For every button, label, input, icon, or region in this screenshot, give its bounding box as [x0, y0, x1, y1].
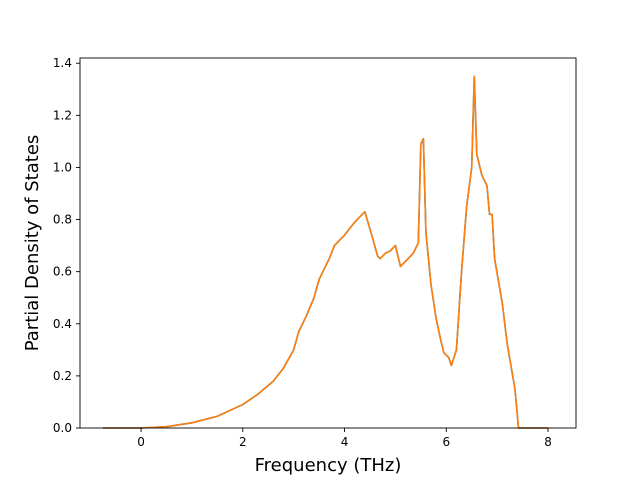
y-tick-label: 0.6 — [53, 265, 72, 279]
y-axis-label: Partial Density of States — [22, 135, 43, 352]
y-tick-label: 0.2 — [53, 369, 72, 383]
x-tick-label: 2 — [239, 435, 247, 449]
series-line-1 — [102, 75, 549, 429]
series-line-2 — [102, 75, 549, 429]
x-tick-label: 8 — [544, 435, 552, 449]
plot-frame — [79, 57, 577, 429]
y-tick-label: 1.0 — [53, 160, 72, 174]
series-layer — [102, 75, 549, 429]
x-axis-ticks: 0 2 4 6 8 — [137, 428, 552, 449]
y-tick-label: 0.8 — [53, 213, 72, 227]
y-tick-label: 1.2 — [53, 108, 72, 122]
y-axis-ticks: 0.0 0.2 0.4 0.6 0.8 1.0 1.2 1.4 — [53, 56, 80, 435]
x-tick-label: 0 — [137, 435, 145, 449]
x-tick-label: 6 — [442, 435, 450, 449]
y-tick-label: 1.4 — [53, 56, 72, 70]
x-axis-label: Frequency (THz) — [255, 455, 402, 476]
y-tick-label: 0.4 — [53, 317, 72, 331]
y-tick-label: 0.0 — [53, 421, 72, 435]
x-tick-label: 4 — [341, 435, 349, 449]
